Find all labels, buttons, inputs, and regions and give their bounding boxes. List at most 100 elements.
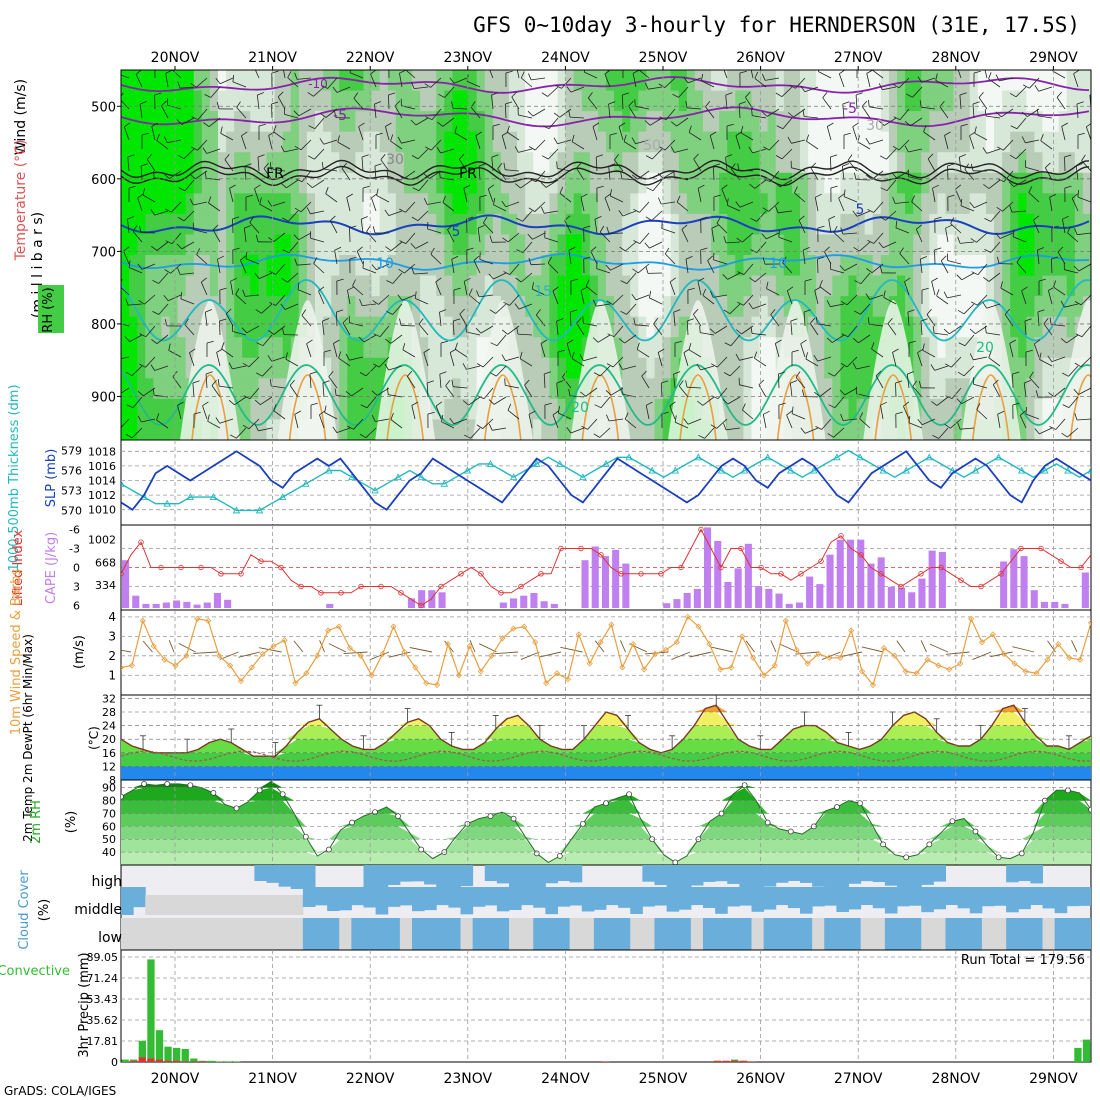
rh-cell xyxy=(509,213,518,236)
barb-flag xyxy=(802,109,805,117)
barb-staff xyxy=(534,201,546,212)
rh-cell xyxy=(258,337,268,359)
barb-flag xyxy=(451,379,454,387)
barb-staff xyxy=(260,396,273,406)
wind-speed-marker xyxy=(510,625,517,632)
rh-cell xyxy=(339,70,348,92)
rh-cell xyxy=(638,131,648,153)
cloud-low-cell xyxy=(630,918,643,950)
barb-staff xyxy=(637,170,650,180)
barb-flag xyxy=(476,424,484,429)
barb-staff xyxy=(273,325,286,335)
rh-cell xyxy=(945,337,955,359)
rh-cell xyxy=(395,193,405,215)
rh-cell xyxy=(218,296,227,318)
barb-flag xyxy=(152,311,159,315)
barb-staff xyxy=(171,232,182,244)
barb-flag xyxy=(842,101,850,105)
barb-staff xyxy=(649,297,663,305)
rh-cell xyxy=(452,111,462,133)
barb-staff xyxy=(921,77,936,83)
dry-cone xyxy=(277,300,338,440)
rh-cell xyxy=(363,131,373,153)
rh-cell xyxy=(153,193,163,215)
barb-flag xyxy=(269,378,272,387)
cape-bar xyxy=(418,590,426,608)
cape-bar xyxy=(407,598,415,608)
barb-flag xyxy=(334,246,342,251)
barb-flag xyxy=(920,256,927,260)
barb-staff xyxy=(262,365,273,377)
rh-cell xyxy=(727,152,736,174)
rh-cell xyxy=(549,357,559,379)
rh-cell xyxy=(250,90,260,112)
rh-cell xyxy=(1010,337,1019,359)
rh-cell xyxy=(1026,337,1036,359)
barb-staff xyxy=(1055,418,1066,430)
barb-flag xyxy=(216,348,223,353)
rh-cell xyxy=(533,419,542,440)
rh-cell xyxy=(646,398,656,421)
rh-cell xyxy=(266,152,276,174)
cloud-mid-cell xyxy=(375,887,389,915)
rh-cell xyxy=(177,90,187,112)
rh-cell xyxy=(121,398,130,421)
barb-flag xyxy=(649,290,652,298)
barb-staff xyxy=(283,70,286,79)
barb-staff xyxy=(284,114,299,119)
rh-marker xyxy=(533,850,540,857)
rh-tick-label: 60 xyxy=(102,820,116,833)
rh-cell xyxy=(565,213,575,236)
rh-cell xyxy=(606,90,615,112)
rh-cell xyxy=(379,275,389,297)
barb-staff xyxy=(869,323,884,327)
barb-staff xyxy=(1037,250,1040,265)
rh-cell xyxy=(484,111,494,133)
rh-cell xyxy=(597,193,607,215)
barb-flag xyxy=(775,339,782,344)
cloud-high-cell xyxy=(290,865,304,889)
cloud-mid-cell xyxy=(557,887,571,907)
temp-contour-25 xyxy=(1069,374,1091,440)
barb-staff xyxy=(1038,115,1053,119)
cloud-low-cell xyxy=(424,918,437,950)
barb-staff xyxy=(687,77,702,84)
barb-flag xyxy=(604,193,611,199)
cloud-mid-cell xyxy=(630,887,643,914)
rh-cell xyxy=(476,337,486,359)
wind-tick-label: 1 xyxy=(108,668,116,682)
barb-flag xyxy=(583,225,591,229)
rh-cell xyxy=(880,234,890,256)
barb-flag xyxy=(441,414,444,422)
rh-cell xyxy=(355,172,365,194)
rh-cell xyxy=(371,419,381,440)
cloud-low-cell xyxy=(133,918,146,950)
barb-flag xyxy=(892,145,900,151)
upper-ylabel-rh: RH (%) xyxy=(41,287,56,332)
barb-staff xyxy=(491,95,494,110)
wind-barb xyxy=(711,646,734,653)
rh-cell xyxy=(1010,234,1019,256)
barb-flag xyxy=(280,182,287,189)
rh-cell xyxy=(1066,70,1076,92)
dry-cone xyxy=(570,300,631,440)
barb-flag xyxy=(540,339,548,344)
rh-cell xyxy=(775,172,785,194)
barb-staff xyxy=(974,132,988,141)
rh-cell xyxy=(703,193,712,215)
barb-flag xyxy=(423,348,430,353)
rh-cell xyxy=(476,193,486,215)
rh-cell xyxy=(937,419,947,440)
precip-bar xyxy=(155,1030,164,1062)
cape-bar xyxy=(826,554,834,608)
barb-staff xyxy=(522,210,533,222)
barb-staff xyxy=(403,170,416,180)
barb-staff xyxy=(132,231,143,243)
cloud-low-cell xyxy=(800,918,813,950)
rh-cell xyxy=(1058,378,1068,400)
barb-flag xyxy=(528,73,532,81)
barb-flag xyxy=(1028,186,1033,193)
barb-flag xyxy=(318,286,325,292)
rh-cell xyxy=(929,398,939,421)
